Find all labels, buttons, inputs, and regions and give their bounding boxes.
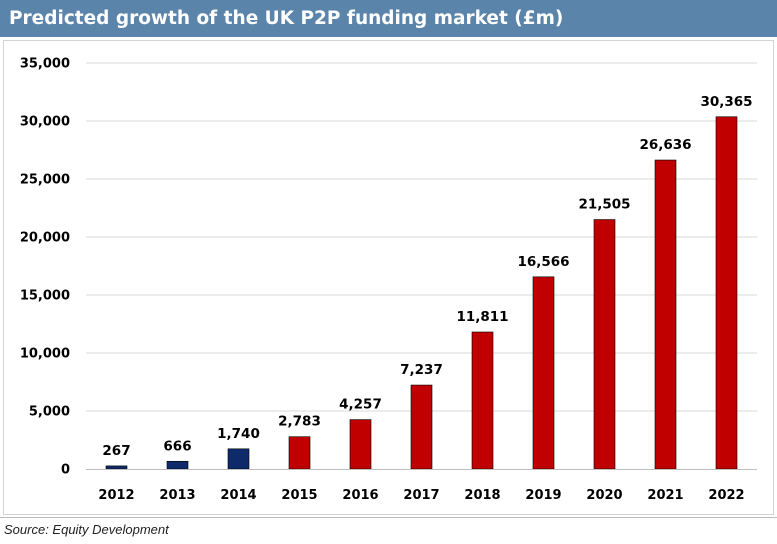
x-tick-label: 2015: [281, 488, 317, 503]
data-label: 11,811: [456, 309, 508, 325]
chart-title: Predicted growth of the UK P2P funding m…: [9, 8, 564, 29]
x-tick-label: 2017: [403, 488, 439, 503]
data-label: 666: [163, 438, 191, 454]
bar-2014: [227, 448, 250, 470]
y-tick-label: 0: [61, 463, 70, 478]
y-tick-label: 20,000: [20, 231, 70, 246]
data-label: 1,740: [217, 426, 260, 442]
bar-2016: [349, 419, 372, 470]
data-label: 7,237: [400, 362, 443, 378]
chart-title-bar: Predicted growth of the UK P2P funding m…: [0, 0, 777, 37]
data-label: 4,257: [339, 397, 382, 413]
x-tick-label: 2014: [220, 488, 256, 503]
data-label: 2,783: [278, 414, 321, 430]
bar-2020: [593, 219, 616, 470]
x-tick-label: 2018: [464, 488, 500, 503]
bar-2018: [471, 331, 494, 470]
x-tick-label: 2013: [159, 488, 195, 503]
x-tick-label: 2016: [342, 488, 378, 503]
bar-2015: [288, 436, 311, 470]
y-tick-label: 15,000: [20, 289, 70, 304]
x-tick-label: 2019: [525, 488, 561, 503]
y-tick-label: 25,000: [20, 173, 70, 188]
bar-2021: [654, 159, 677, 470]
y-tick-label: 30,000: [20, 115, 70, 130]
x-axis-tick-labels: 2012 2013 2014 2015 2016 2017 2018 2019 2020 2021…: [98, 488, 744, 503]
bar-2017: [410, 384, 433, 470]
y-tick-label: 5,000: [29, 405, 70, 420]
y-axis-tick-labels: 0 5,000 10,000 15,000 20,000 25,000 30,000 35,0…: [20, 57, 70, 478]
data-label: 21,505: [578, 197, 630, 213]
data-labels: 267 666 1,740 2,783 4,257 7,237 11,811 16,566 21…: [102, 94, 752, 459]
y-tick-label: 10,000: [20, 347, 70, 362]
bar-2019: [532, 276, 555, 470]
bar-2022: [715, 116, 738, 470]
data-label: 267: [102, 443, 130, 459]
source-note: Source: Equity Development: [4, 522, 169, 537]
x-tick-label: 2020: [586, 488, 622, 503]
source-divider: [0, 517, 777, 518]
gridlines: [86, 62, 757, 412]
x-tick-label: 2022: [708, 488, 744, 503]
bar-2012: [105, 465, 128, 470]
data-label: 30,365: [700, 94, 752, 110]
x-tick-label: 2021: [647, 488, 683, 503]
bar-2013: [166, 460, 189, 470]
chart-frame: [3, 40, 774, 515]
y-tick-label: 35,000: [20, 57, 70, 72]
x-tick-label: 2012: [98, 488, 134, 503]
data-label: 16,566: [517, 254, 569, 270]
bars: [105, 116, 738, 470]
data-label: 26,636: [639, 137, 691, 153]
